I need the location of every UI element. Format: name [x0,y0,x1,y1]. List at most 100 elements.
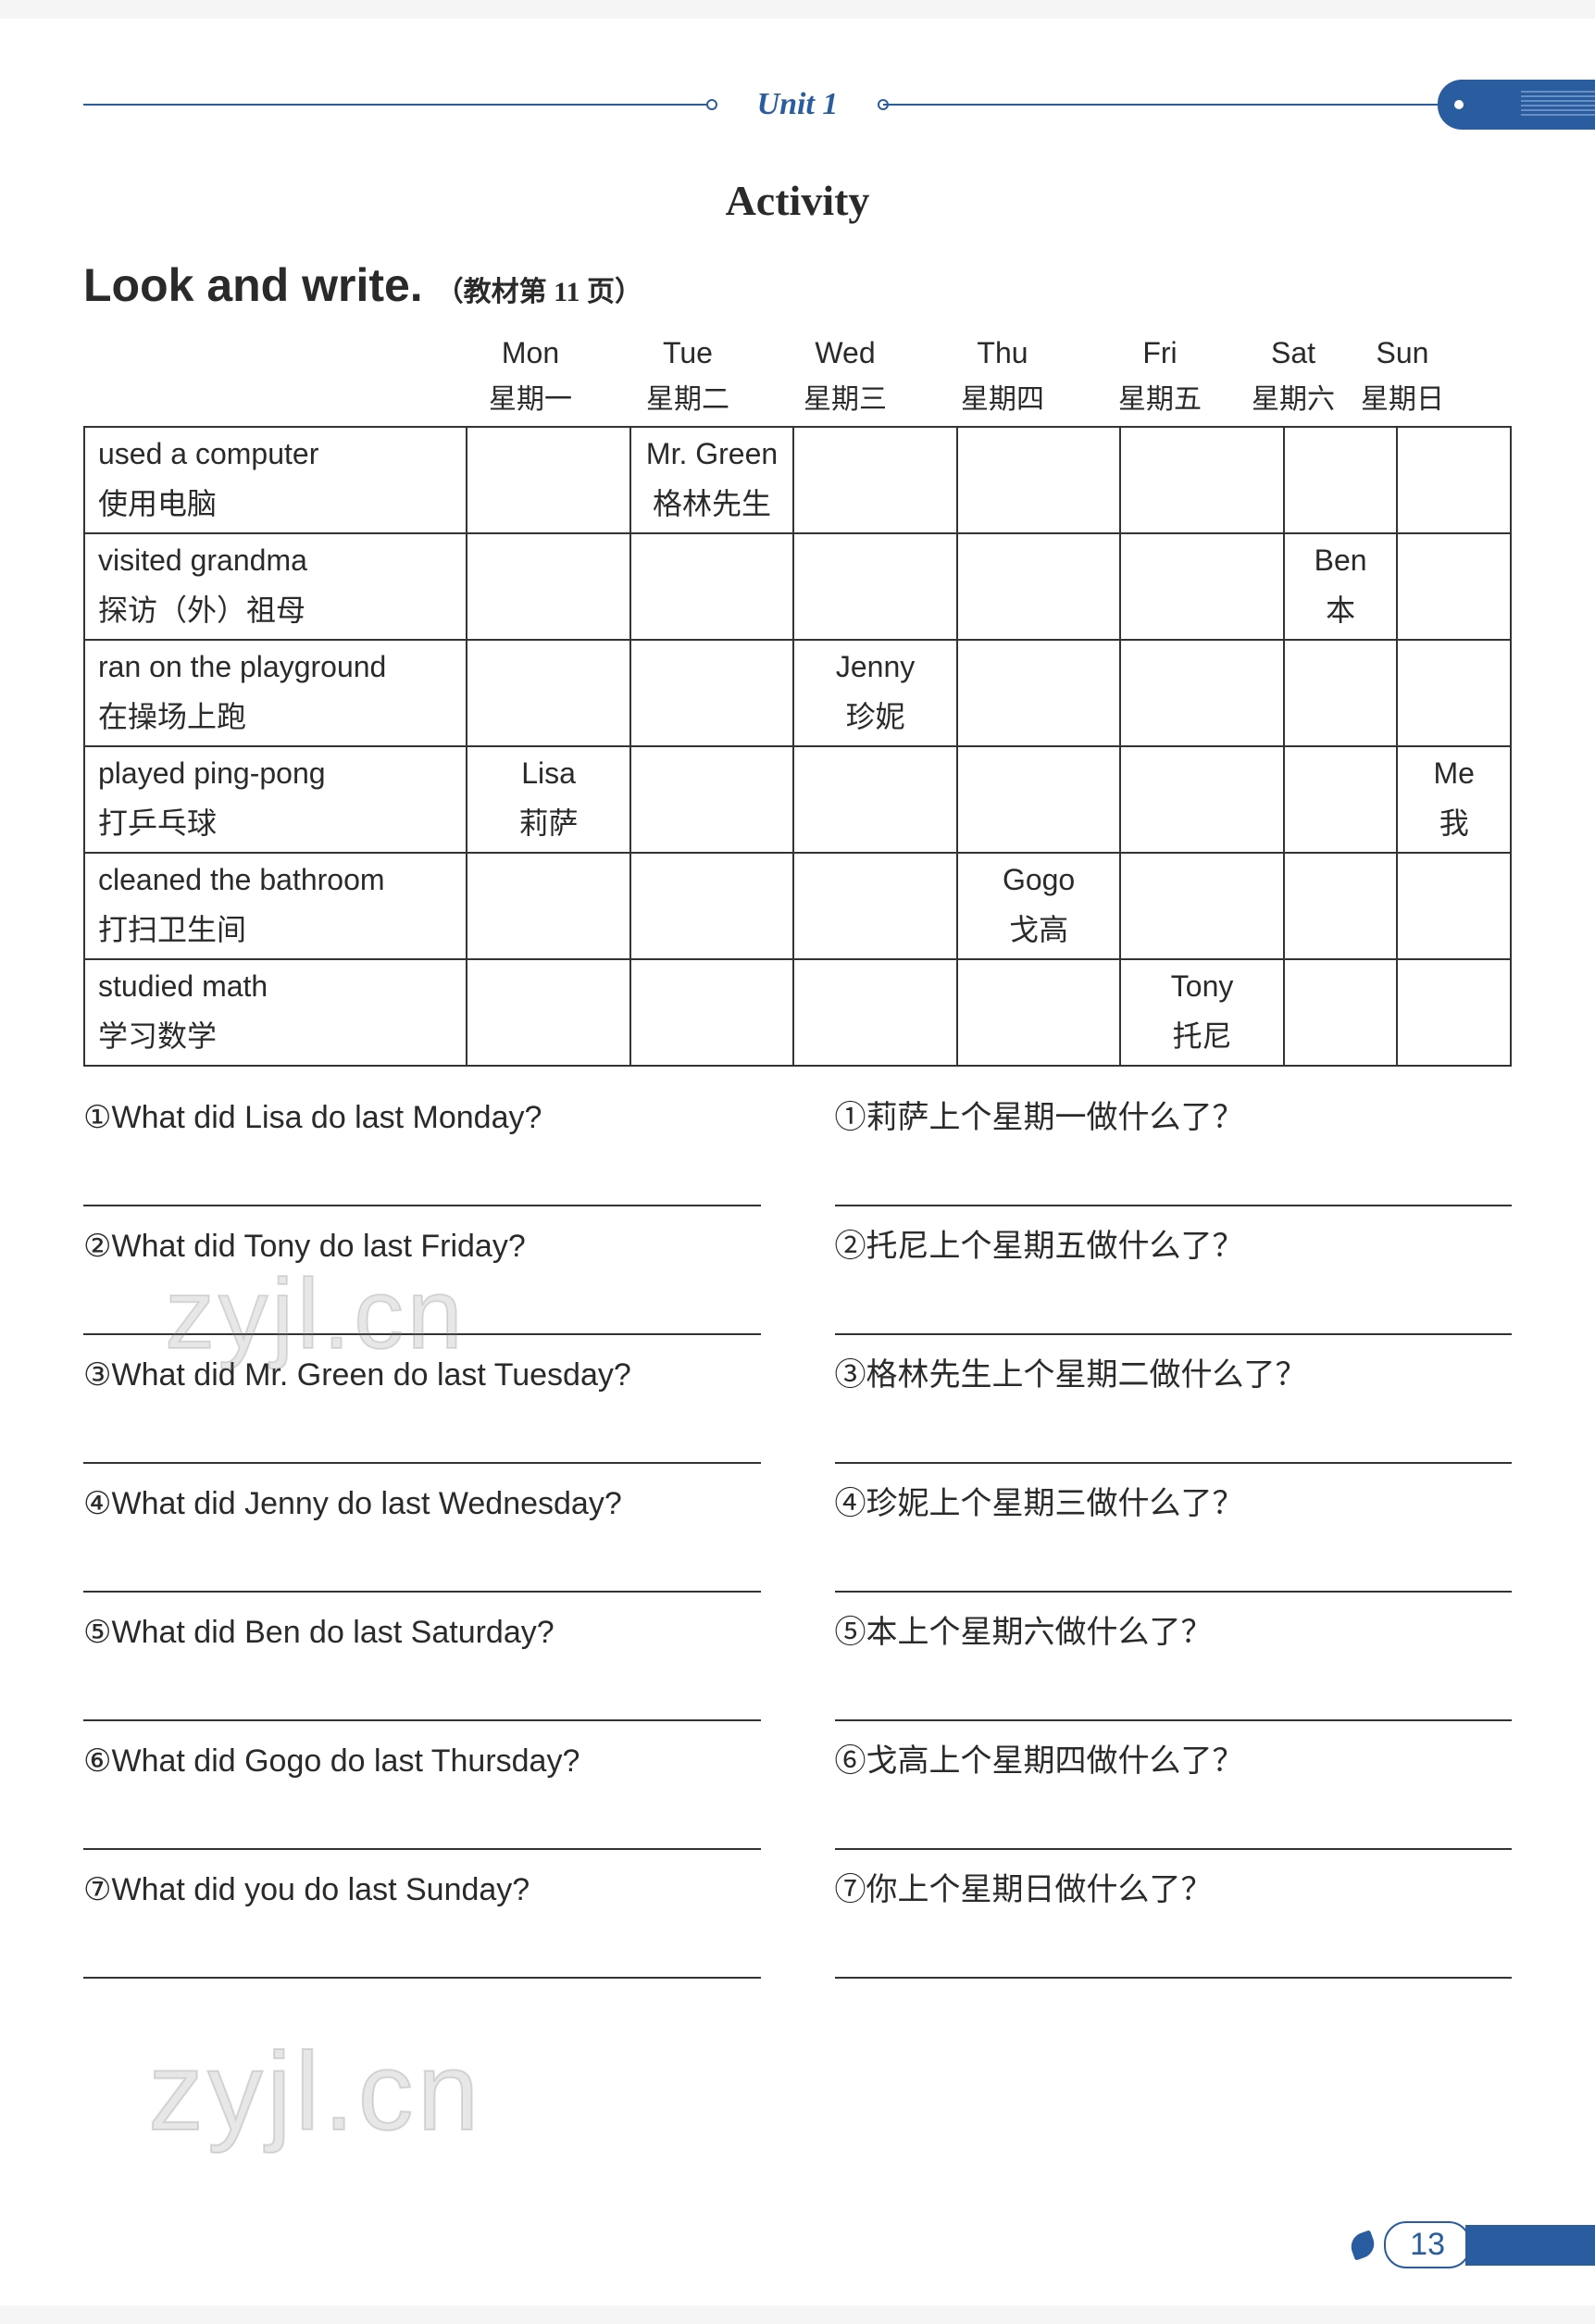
schedule-cell [1284,746,1398,853]
schedule-cell [793,959,957,1066]
unit-header: Unit 1 [83,74,1512,139]
question-cn: ②托尼上个星期五做什么了？ [835,1223,1513,1335]
schedule-table: used a computer使用电脑Mr. Green格林先生visited … [83,426,1512,1067]
question-en: ①What did Lisa do last Monday? [83,1094,761,1206]
schedule-cell [630,853,794,959]
schedule-cell [1397,427,1511,533]
day-head-tue: Tue 星期二 [609,336,766,417]
header-tab-lines-icon [1521,91,1595,119]
schedule-cell [1397,533,1511,640]
cell-en: Ben [1298,544,1384,578]
schedule-cell: Gogo 戈高 [957,853,1121,959]
schedule-cell [630,533,794,640]
question-en: ⑥What did Gogo do last Thursday? [83,1738,761,1850]
question-cn: ⑤本上个星期六做什么了？ [835,1609,1513,1721]
schedule-cell [957,533,1121,640]
day-cn: 星期一 [452,376,609,417]
question-cn: ③格林先生上个星期二做什么了？ [835,1352,1513,1464]
cell-cn: 托尼 [1134,1013,1270,1056]
schedule-cell [467,959,630,1066]
day-en: Sun [1348,336,1457,370]
answer-line[interactable] [83,1675,761,1721]
cell-cn: 莉萨 [480,800,617,843]
activity-cn: 学习数学 [98,1013,453,1056]
header-dot-left [706,99,717,110]
cell-cn: 我 [1411,800,1497,843]
schedule-cell: Ben本 [1284,533,1398,640]
answer-line[interactable] [83,1160,761,1206]
answer-line[interactable] [835,1675,1513,1721]
activity-cell: visited grandma探访（外）祖母 [84,533,467,640]
table-row: studied math学习数学 Tony托尼 [84,959,1511,1066]
day-en: Fri [1081,336,1239,370]
cell-en: Me [1411,756,1497,791]
day-cn: 星期二 [609,376,766,417]
question-en: ③What did Mr. Green do last Tuesday? [83,1352,761,1464]
section-heading-text: Look and write. [83,259,423,311]
day-en: Thu [924,336,1081,370]
schedule-cell: Tony托尼 [1120,959,1284,1066]
day-head-sun: Sun 星期日 [1348,336,1457,417]
schedule-cell [1120,427,1284,533]
day-head-fri: Fri 星期五 [1081,336,1239,417]
day-en: Tue [609,336,766,370]
schedule-cell [793,853,957,959]
schedule-cell: Me 我 [1397,746,1511,853]
schedule-cell: Jenny珍妮 [793,640,957,746]
schedule-cell [1397,959,1511,1066]
schedule-cell [467,853,630,959]
cell-en: Lisa [480,756,617,791]
page-number-value: 13 [1384,2221,1471,2268]
activity-cn: 探访（外）祖母 [98,587,453,630]
activity-cell: used a computer使用电脑 [84,427,467,533]
leaf-icon [1348,2230,1378,2260]
schedule-cell [793,427,957,533]
cell-en: Jenny [807,650,943,684]
question-cn: ⑦你上个星期日做什么了？ [835,1867,1513,1979]
question-en: ⑤What did Ben do last Saturday? [83,1609,761,1721]
cell-cn: 戈高 [971,906,1107,949]
watermark-icon: zyjl.cn [148,2028,482,2155]
day-head-thu: Thu 星期四 [924,336,1081,417]
activity-en: cleaned the bathroom [98,863,453,897]
answer-line[interactable] [83,1418,761,1464]
day-cn: 星期四 [924,376,1081,417]
day-header-row: Mon 星期一 Tue 星期二 Wed 星期三 Thu 星期四 Fri 星期五 … [83,336,1512,417]
answer-line[interactable] [835,1289,1513,1335]
schedule-cell [467,640,630,746]
answer-line[interactable] [835,1160,1513,1206]
schedule-cell: Lisa 莉萨 [467,746,630,853]
page-number-bar [1465,2225,1595,2266]
schedule-cell [467,427,630,533]
answer-line[interactable] [83,1804,761,1850]
day-cn: 星期三 [766,376,924,417]
activity-en: ran on the playground [98,650,453,684]
schedule-cell [1120,533,1284,640]
activity-cn: 打乒乓球 [98,800,453,843]
cell-en: Gogo [971,863,1107,897]
answer-line[interactable] [83,1932,761,1979]
schedule-cell [1284,853,1398,959]
day-head-sat: Sat 星期六 [1239,336,1348,417]
section-heading: Look and write. （教材第 11 页） [83,258,1512,312]
schedule-cell [1397,853,1511,959]
answer-line[interactable] [835,1546,1513,1593]
schedule-cell [1120,746,1284,853]
answer-line[interactable] [83,1546,761,1593]
table-row: used a computer使用电脑Mr. Green格林先生 [84,427,1511,533]
schedule-cell [957,640,1121,746]
answer-line[interactable] [835,1804,1513,1850]
answer-line[interactable] [835,1932,1513,1979]
schedule-cell [793,746,957,853]
day-head-wed: Wed 星期三 [766,336,924,417]
schedule-cell [1284,959,1398,1066]
activity-cell: cleaned the bathroom打扫卫生间 [84,853,467,959]
header-rule-left [83,104,712,106]
activity-cell: studied math学习数学 [84,959,467,1066]
answer-line[interactable] [83,1289,761,1335]
answer-line[interactable] [835,1418,1513,1464]
question-cn: ⑥戈高上个星期四做什么了？ [835,1738,1513,1850]
activity-title: Activity [83,176,1512,225]
questions-grid: ①What did Lisa do last Monday?①莉萨上个星期一做什… [83,1094,1512,1979]
schedule-cell [793,533,957,640]
